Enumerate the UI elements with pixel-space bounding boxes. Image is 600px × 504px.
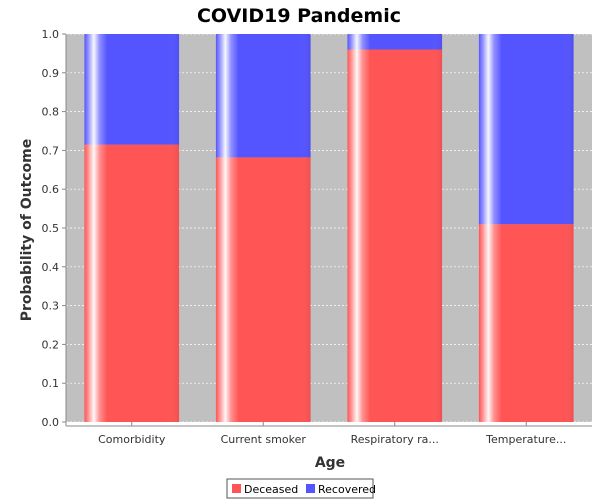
bar-highlight	[478, 34, 574, 422]
y-tick-label: 0.4	[42, 261, 60, 274]
x-tick-label: Temperature...	[485, 433, 566, 446]
y-tick-label: 1.0	[42, 28, 60, 41]
y-tick-label: 0.9	[42, 67, 60, 80]
y-tick-label: 0.8	[42, 106, 60, 119]
y-tick-label: 0.1	[42, 377, 60, 390]
y-tick-label: 0.6	[42, 183, 60, 196]
bar-highlight	[84, 34, 180, 422]
legend-label-deceased: Deceased	[244, 483, 298, 496]
bar-highlight	[215, 34, 311, 422]
legend-swatch-deceased	[232, 484, 241, 493]
x-axis-label: Age	[315, 455, 345, 471]
y-axis-label: Probability of Outcome	[19, 139, 35, 322]
axes: 0.0 0.1 0.2 0.3 0.4 0.5 0.6 0.7 0.8 0.9 1.0 Comorbi…	[42, 28, 592, 446]
y-tick-label: 0.0	[42, 416, 60, 429]
y-tick-label: 0.7	[42, 144, 60, 157]
legend-box	[226, 478, 374, 499]
bars	[84, 34, 574, 423]
legend-swatch-recovered	[306, 484, 315, 493]
bar-highlight	[347, 34, 443, 422]
y-tick-label: 0.5	[42, 222, 60, 235]
chart-title: COVID19 Pandemic	[197, 5, 401, 27]
legend-label-recovered: Recovered	[318, 483, 376, 496]
legend: Deceased Recovered	[226, 478, 376, 499]
y-tick-label: 0.2	[42, 338, 60, 351]
x-tick-label: Comorbidity	[98, 433, 166, 446]
x-tick-label: Current smoker	[221, 433, 307, 446]
x-tick-label: Respiratory ra...	[351, 433, 439, 446]
y-tick-label: 0.3	[42, 300, 60, 313]
